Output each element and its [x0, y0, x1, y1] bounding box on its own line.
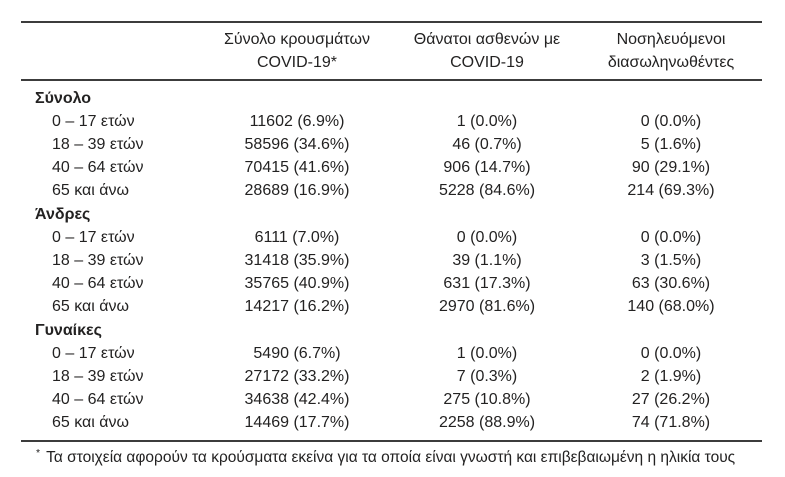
intubated-cell: 0 (0.0%) [640, 113, 702, 130]
column-header-intubated-line2: διασωληνωθέντες [607, 54, 735, 71]
column-header-deaths: Θάνατοι ασθενών με COVID-19 [381, 28, 593, 74]
age-group-label: 40 – 64 ετών [52, 391, 144, 408]
footnote: * Τα στοιχεία αφορούν τα κρούσματα εκείνα… [36, 447, 785, 469]
section-label: Άνδρες [35, 206, 91, 223]
cases-cell: 28689 (16.9%) [244, 182, 350, 199]
table-row: 0 – 17 ετών 11602 (6.9%) 1 (0.0%) 0 (0.0%) [21, 110, 762, 133]
table-bottom-rule [21, 440, 762, 442]
column-header-deaths-line2: COVID-19 [450, 54, 524, 71]
header-spacer-cell [21, 28, 213, 74]
section-label: Σύνολο [35, 90, 92, 107]
age-group-label: 0 – 17 ετών [52, 113, 135, 130]
age-group-label: 18 – 39 ετών [52, 368, 144, 385]
deaths-cell: 2258 (88.9%) [438, 414, 536, 431]
cases-cell: 70415 (41.6%) [244, 159, 350, 176]
table-row: 65 και άνω 14217 (16.2%) 2970 (81.6%) 140 (… [21, 295, 762, 318]
footnote-text: Τα στοιχεία αφορούν τα κρούσματα εκείνα … [46, 449, 736, 466]
deaths-cell: 1 (0.0%) [456, 113, 518, 130]
deaths-cell: 906 (14.7%) [443, 159, 531, 176]
table-row: 18 – 39 ετών 31418 (35.9%) 39 (1.1%) 3 (1.5… [21, 249, 762, 272]
deaths-cell: 2970 (81.6%) [438, 298, 536, 315]
covid-age-sex-table: Σύνολο κρουσμάτων COVID-19* Θάνατοι ασθε… [21, 21, 762, 442]
section-header-row: Σύνολο [21, 86, 762, 110]
empty-cell [381, 86, 593, 110]
deaths-cell: 7 (0.3%) [456, 368, 518, 385]
table-header-row: Σύνολο κρουσμάτων COVID-19* Θάνατοι ασθε… [21, 23, 762, 79]
column-header-cases-line2: COVID-19* [256, 54, 338, 71]
table-row: 40 – 64 ετών 34638 (42.4%) 275 (10.8%) 27 (… [21, 388, 762, 411]
table-row: 0 – 17 ετών 5490 (6.7%) 1 (0.0%) 0 (0.0%) [21, 342, 762, 365]
intubated-cell: 74 (71.8%) [631, 414, 711, 431]
cases-cell: 14469 (17.7%) [244, 414, 350, 431]
column-header-intubated: Νοσηλευόμενοι διασωληνωθέντες [593, 28, 749, 74]
age-group-label: 0 – 17 ετών [52, 229, 135, 246]
intubated-cell: 0 (0.0%) [640, 229, 702, 246]
intubated-cell: 2 (1.9%) [640, 368, 702, 385]
section-label: Γυναίκες [35, 322, 102, 339]
deaths-cell: 631 (17.3%) [443, 275, 531, 292]
column-header-cases: Σύνολο κρουσμάτων COVID-19* [213, 28, 381, 74]
table-row: 40 – 64 ετών 70415 (41.6%) 906 (14.7%) 90 (… [21, 156, 762, 179]
intubated-cell: 140 (68.0%) [627, 298, 715, 315]
cases-cell: 27172 (33.2%) [244, 368, 350, 385]
empty-cell [213, 202, 381, 226]
intubated-cell: 27 (26.2%) [631, 391, 711, 408]
deaths-cell: 1 (0.0%) [456, 345, 518, 362]
empty-cell [593, 202, 749, 226]
intubated-cell: 63 (30.6%) [631, 275, 711, 292]
age-group-label: 65 και άνω [52, 414, 130, 431]
deaths-cell: 275 (10.8%) [443, 391, 531, 408]
table-row: 18 – 39 ετών 58596 (34.6%) 46 (0.7%) 5 (1.6… [21, 133, 762, 156]
table-row: 0 – 17 ετών 6111 (7.0%) 0 (0.0%) 0 (0.0%) [21, 226, 762, 249]
cases-cell: 5490 (6.7%) [253, 345, 341, 362]
intubated-cell: 214 (69.3%) [627, 182, 715, 199]
column-header-intubated-line1: Νοσηλευόμενοι [616, 31, 726, 48]
cases-cell: 6111 (7.0%) [254, 229, 340, 246]
age-group-label: 40 – 64 ετών [52, 275, 144, 292]
cases-cell: 31418 (35.9%) [244, 252, 350, 269]
column-header-deaths-line1: Θάνατοι ασθενών με [413, 31, 561, 48]
cases-cell: 35765 (40.9%) [244, 275, 350, 292]
age-group-label: 0 – 17 ετών [52, 345, 135, 362]
footnote-asterisk: * [36, 446, 41, 459]
age-group-label: 40 – 64 ετών [52, 159, 144, 176]
age-group-label: 65 και άνω [52, 182, 130, 199]
empty-cell [213, 318, 381, 342]
cases-cell: 58596 (34.6%) [244, 136, 350, 153]
age-group-label: 65 και άνω [52, 298, 130, 315]
table-row: 40 – 64 ετών 35765 (40.9%) 631 (17.3%) 63 (… [21, 272, 762, 295]
table-body: Σύνολο 0 – 17 ετών 11602 (6.9%) 1 (0.0%) 0 (… [21, 81, 762, 440]
intubated-cell: 3 (1.5%) [640, 252, 702, 269]
intubated-cell: 0 (0.0%) [640, 345, 702, 362]
intubated-cell: 5 (1.6%) [640, 136, 702, 153]
empty-cell [593, 86, 749, 110]
column-header-cases-line1: Σύνολο κρουσμάτων [223, 31, 370, 48]
table-header-rule [21, 79, 762, 81]
deaths-cell: 5228 (84.6%) [438, 182, 536, 199]
age-group-label: 18 – 39 ετών [52, 136, 144, 153]
cases-cell: 14217 (16.2%) [244, 298, 350, 315]
empty-cell [213, 86, 381, 110]
cases-cell: 11602 (6.9%) [249, 113, 345, 130]
cases-cell: 34638 (42.4%) [244, 391, 350, 408]
section-header-row: Γυναίκες [21, 318, 762, 342]
deaths-cell: 39 (1.1%) [452, 252, 522, 269]
table-row: 65 και άνω 14469 (17.7%) 2258 (88.9%) 74 (7… [21, 411, 762, 434]
section-header-row: Άνδρες [21, 202, 762, 226]
deaths-cell: 46 (0.7%) [452, 136, 522, 153]
table-top-rule [21, 21, 762, 23]
age-group-label: 18 – 39 ετών [52, 252, 144, 269]
empty-cell [381, 202, 593, 226]
table-row: 18 – 39 ετών 27172 (33.2%) 7 (0.3%) 2 (1.9%… [21, 365, 762, 388]
empty-cell [381, 318, 593, 342]
deaths-cell: 0 (0.0%) [456, 229, 518, 246]
table-row: 65 και άνω 28689 (16.9%) 5228 (84.6%) 214 (… [21, 179, 762, 202]
empty-cell [593, 318, 749, 342]
intubated-cell: 90 (29.1%) [631, 159, 711, 176]
